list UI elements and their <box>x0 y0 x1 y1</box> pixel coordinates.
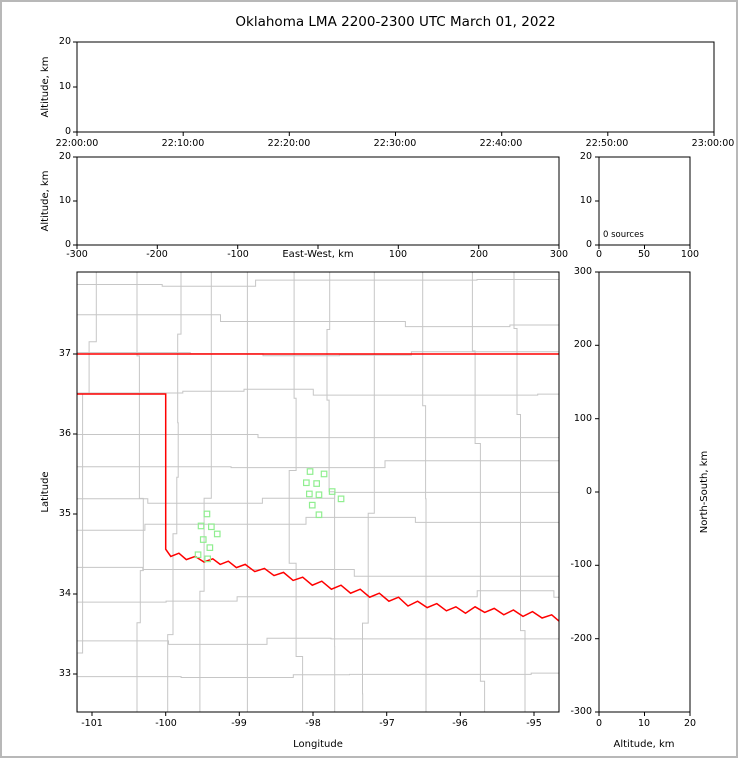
axes-frame <box>598 271 691 713</box>
y-tick-label: 10 <box>58 81 71 92</box>
y-tick-label: -200 <box>570 633 592 644</box>
lma-source-marker <box>306 490 313 498</box>
x-tick-label: 22:30:00 <box>373 138 417 149</box>
lma-source-marker <box>313 480 320 487</box>
lma-source-marker <box>328 488 336 495</box>
x-tick-label: -100 <box>155 718 177 729</box>
y-tick-label: 0 <box>64 239 71 250</box>
x-tick-label: 22:40:00 <box>479 138 523 149</box>
y-tick-label: 0 <box>585 486 592 497</box>
axes-frame <box>76 271 560 713</box>
x-tick-label: 0 <box>595 718 603 729</box>
x-tick-label: -300 <box>66 249 88 260</box>
lma-source-marker <box>320 470 328 478</box>
lma-source-marker <box>308 501 316 509</box>
lma-source-marker <box>337 495 345 503</box>
axes-frame <box>598 156 691 246</box>
y-tick-label: 200 <box>573 339 592 350</box>
x-tick-label: 100 <box>680 249 700 260</box>
y-tick-label: -300 <box>570 706 592 717</box>
y-tick-label: 20 <box>58 36 71 47</box>
x-tick-label: 22:20:00 <box>267 138 311 149</box>
x-tick-label: -100 <box>227 249 249 260</box>
y-tick-label: 10 <box>579 195 592 206</box>
axes-frame <box>76 156 560 246</box>
x-tick-label: -101 <box>81 718 103 729</box>
lma-source-marker <box>315 511 323 519</box>
lma-source-marker <box>206 544 214 551</box>
y-tick-label: 20 <box>579 151 592 162</box>
y-tick-label: 0 <box>64 126 71 137</box>
x-tick-label: 100 <box>388 249 408 260</box>
x-tick-label: -200 <box>146 249 168 260</box>
x-tick-label: 10 <box>637 718 651 729</box>
ns-height-xlabel: Altitude, km <box>613 739 675 750</box>
x-tick-label: 50 <box>637 249 651 260</box>
x-tick-label: 23:00:00 <box>691 138 735 149</box>
x-tick-label: 200 <box>469 249 489 260</box>
lma-source-marker <box>203 510 211 518</box>
figure-title: Oklahoma LMA 2200-2300 UTC March 01, 202… <box>235 14 556 30</box>
lma-source-marker <box>306 468 314 475</box>
histogram-panel <box>595 156 691 249</box>
time-height-panel <box>73 41 715 136</box>
y-tick-label: 100 <box>573 413 592 424</box>
x-tick-label: 22:00:00 <box>55 138 99 149</box>
lma-source-marker <box>197 522 205 530</box>
y-tick-label: 37 <box>58 348 71 359</box>
y-tick-label: 10 <box>58 195 71 206</box>
x-tick-label: 0 <box>595 249 603 260</box>
lma-source-marker <box>213 530 221 538</box>
lma-source-marker <box>194 551 202 559</box>
lma-source-marker <box>303 479 310 487</box>
x-tick-label: 20 <box>683 718 697 729</box>
ns-height-ylabel: North-South, km <box>699 450 710 534</box>
y-tick-label: 34 <box>58 588 71 599</box>
lma-source-marker <box>199 536 207 543</box>
y-tick-label: -100 <box>570 559 592 570</box>
ew-height-xlabel: East-West, km <box>282 249 354 260</box>
x-tick-label: -99 <box>231 718 247 729</box>
x-tick-label: 22:50:00 <box>585 138 629 149</box>
x-tick-label: -97 <box>379 718 395 729</box>
x-tick-label: 300 <box>549 249 569 260</box>
map-ylabel: Latitude <box>40 471 51 513</box>
county-boundaries <box>77 272 559 712</box>
plan-view-panel <box>73 271 560 716</box>
axes-frame <box>76 41 715 133</box>
y-tick-label: 33 <box>58 668 71 679</box>
lma-source-marker <box>315 491 323 499</box>
x-tick-label: -98 <box>305 718 321 729</box>
source-count-annotation: 0 sources <box>603 230 644 240</box>
y-tick-label: 36 <box>58 428 71 439</box>
lma-source-marker <box>204 555 212 563</box>
map-xlabel: Longitude <box>293 739 343 750</box>
y-tick-label: 20 <box>58 151 71 162</box>
y-tick-label: 0 <box>585 239 592 250</box>
x-tick-label: -96 <box>452 718 468 729</box>
ew-height-panel <box>73 156 560 249</box>
state-border <box>77 393 559 622</box>
lma-source-marker <box>208 523 215 531</box>
y-tick-label: 35 <box>58 508 71 519</box>
y-tick-label: 300 <box>573 266 592 277</box>
ns-height-panel <box>595 271 691 716</box>
plan-view-map-canvas <box>77 272 559 712</box>
x-tick-label: -95 <box>526 718 542 729</box>
x-tick-label: 22:10:00 <box>161 138 205 149</box>
